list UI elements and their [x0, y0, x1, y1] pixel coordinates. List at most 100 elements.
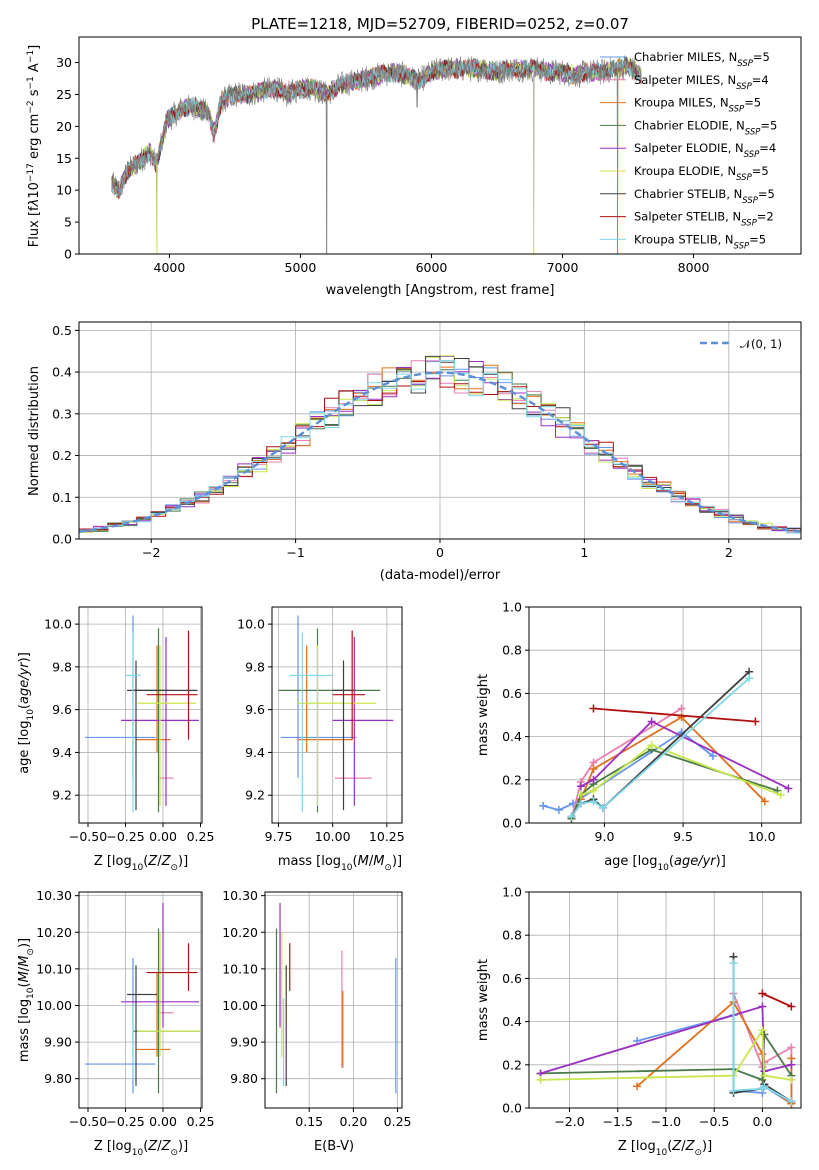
- mass-weight-marker: [647, 717, 656, 726]
- x-tick-label: 0.00: [149, 1114, 177, 1129]
- axes-frame: [78, 36, 802, 255]
- mass-weight-marker: [787, 1002, 796, 1011]
- y-tick-label: 9.80: [44, 1071, 72, 1086]
- y-tick-label: 0.0: [52, 532, 72, 547]
- mass-weight-marker: [751, 717, 760, 726]
- spectrum-plot-area: 4000 5000 6000 7000 8000 0 5 10 15 20 25 30 Chabrier…: [56, 36, 802, 275]
- x-tick-label: 0: [436, 545, 444, 560]
- observed-spectrum-line: [111, 55, 642, 254]
- spectrum-xlabel: wavelength [Angstrom, rest frame]: [326, 283, 555, 298]
- y-tick-label: 0.4: [502, 729, 522, 744]
- mass-weight-marker: [647, 741, 656, 750]
- x-tick-label: −2: [142, 545, 160, 560]
- mass-weight-marker: [760, 1071, 769, 1080]
- mass-weight-line: [580, 744, 781, 796]
- x-tick-label: 0.15: [295, 1114, 323, 1129]
- x-tick-label: 4000: [154, 260, 186, 275]
- data-layer: [536, 952, 796, 1108]
- y-tick-label: 0.6: [502, 686, 522, 701]
- axes-frame: [271, 606, 403, 824]
- y-tick-label: 10: [56, 183, 72, 198]
- y-tick-label: 10.20: [222, 925, 258, 940]
- x-tick-label: −0.5: [699, 1114, 729, 1129]
- data-layer: [85, 615, 199, 813]
- age-vs-mass-plot-area: 9.75 10.00 10.25 9.2 9.4 9.6 9.8 10.0: [237, 606, 405, 844]
- x-tick-label: 5000: [285, 260, 317, 275]
- legend-label: Chabrier ELODIE, NSSP=5: [634, 118, 777, 137]
- y-tick-label: 0.1: [52, 490, 72, 505]
- age-vs-mass-xlabel: mass [log10(M/M⊙)]: [278, 854, 402, 873]
- data-layer: [85, 902, 201, 1094]
- x-tick-label: 2: [725, 545, 733, 560]
- mass-weight-marker: [589, 765, 598, 773]
- y-tick-label: 9.4: [52, 745, 72, 760]
- weight-vs-z-ylabel: mass weight: [476, 959, 491, 1041]
- x-tick-label: 10.00: [315, 829, 351, 844]
- mass-weight-marker: [784, 784, 793, 793]
- mass-weight-marker: [536, 1075, 545, 1084]
- weight-vs-age-panel: 9.0 9.5 10.0 0.0 0.2 0.4 0.6 0.8 1.0 age [log10(…: [476, 600, 802, 873]
- legend-label: Chabrier STELIB, NSSP=5: [634, 187, 775, 206]
- y-tick-label: 1.0: [502, 600, 522, 615]
- y-tick-label: 0.0: [502, 816, 522, 831]
- legend-label: Kroupa MILES, NSSP=5: [634, 96, 761, 115]
- mass-weight-marker: [760, 1082, 769, 1091]
- x-tick-label: 10.0: [748, 829, 776, 844]
- mass-vs-z-ylabel: mass [log10(M/M⊙)]: [17, 938, 36, 1062]
- legend-label: Kroupa ELODIE, NSSP=5: [634, 164, 769, 183]
- mass-weight-line: [570, 677, 750, 818]
- mass-weight-line: [580, 720, 789, 790]
- spectrum-legend: Chabrier MILES, NSSP=5 Salpeter MILES, NS…: [600, 50, 777, 251]
- y-tick-label: 0.0: [502, 1101, 522, 1116]
- x-tick-label: 7000: [547, 260, 579, 275]
- x-tick-label: 9.75: [265, 829, 293, 844]
- residuals-legend: 𝒩(0, 1): [700, 337, 782, 351]
- axes-frame: [78, 606, 203, 824]
- y-tick-label: 5: [64, 215, 72, 230]
- mass-weight-marker: [729, 959, 738, 968]
- age-vs-z-ylabel: age [log10(age/yr)]: [17, 652, 36, 774]
- y-tick-label: 10.20: [36, 925, 72, 940]
- model-spectrum-line: [111, 58, 642, 198]
- x-tick-label: −0.25: [106, 1114, 144, 1129]
- y-tick-label: 9.2: [52, 788, 72, 803]
- mass-weight-line: [570, 716, 766, 820]
- y-tick-label: 9.6: [245, 702, 265, 717]
- mass-weight-marker: [598, 803, 607, 812]
- residuals-ylabel: Normed distribution: [27, 366, 42, 496]
- y-tick-label: 10.0: [44, 617, 72, 632]
- y-tick-label: 9.8: [52, 659, 72, 674]
- y-tick-label: 9.4: [245, 745, 265, 760]
- y-tick-label: 20: [56, 119, 72, 134]
- weight-vs-z-xlabel: Z [log10(Z/Z⊙)]: [618, 1139, 712, 1158]
- mass-vs-z-xlabel: Z [log10(Z/Z⊙)]: [94, 1139, 188, 1158]
- axes-frame: [528, 606, 802, 824]
- legend-label: Kroupa STELIB, NSSP=5: [634, 232, 766, 251]
- x-tick-label: −1: [286, 545, 304, 560]
- weight-vs-z-plot-area: −2.0 −1.5 −1.0 −0.5 0.0 0.0 0.2 0.4 0.6 0.8 1.0: [502, 885, 802, 1129]
- mass-weight-marker: [760, 797, 769, 806]
- y-tick-label: 10.10: [36, 961, 72, 976]
- mass-weight-marker: [589, 704, 598, 713]
- y-tick-label: 25: [56, 87, 72, 102]
- y-tick-label: 10.30: [36, 888, 72, 903]
- x-tick-label: 0.25: [384, 1114, 412, 1129]
- legend-label: 𝒩(0, 1): [740, 337, 782, 351]
- y-tick-label: 9.2: [245, 788, 265, 803]
- mass-weight-marker: [787, 1043, 796, 1052]
- y-tick-label: 10.0: [237, 617, 265, 632]
- y-tick-label: 0.2: [502, 772, 522, 787]
- spectrum-ylabel: Flux [fλ10−17 erg cm−2 s−1 A−1]: [26, 45, 42, 247]
- x-tick-label: −1.5: [603, 1114, 633, 1129]
- mass-weight-marker: [677, 704, 686, 713]
- y-tick-label: 9.90: [230, 1035, 258, 1050]
- mass-weight-marker: [567, 812, 576, 821]
- y-tick-label: 0: [64, 247, 72, 262]
- x-tick-label: 0.0: [752, 1114, 772, 1129]
- legend-label: Chabrier MILES, NSSP=5: [634, 50, 770, 69]
- mass-weight-marker: [787, 1075, 796, 1084]
- mass-vs-z-panel: −0.50 −0.25 0.00 0.25 9.80 9.90 10.00 10.10 10.2…: [17, 888, 214, 1158]
- mass-weight-marker: [539, 801, 548, 810]
- y-tick-label: 0.5: [52, 323, 72, 338]
